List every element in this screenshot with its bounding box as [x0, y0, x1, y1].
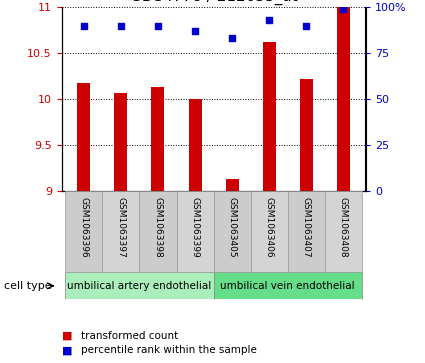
Text: ■: ■ [62, 345, 72, 355]
Text: GSM1063406: GSM1063406 [265, 197, 274, 258]
Point [118, 23, 125, 29]
Bar [65, 272, 213, 299]
Bar [325, 191, 362, 272]
Bar [263, 42, 276, 191]
Bar [226, 179, 238, 191]
Bar [65, 191, 102, 272]
Bar [213, 191, 251, 272]
Bar [251, 191, 288, 272]
Text: GSM1063397: GSM1063397 [116, 197, 125, 258]
Bar [288, 191, 325, 272]
Bar [189, 99, 201, 191]
Point [155, 23, 162, 29]
Point [80, 23, 87, 29]
Text: GSM1063407: GSM1063407 [302, 197, 311, 258]
Point [229, 36, 235, 41]
Bar [114, 93, 127, 191]
Text: umbilical vein endothelial: umbilical vein endothelial [221, 281, 355, 291]
Text: GSM1063399: GSM1063399 [190, 197, 199, 258]
Text: umbilical artery endothelial: umbilical artery endothelial [67, 281, 212, 291]
Bar [337, 7, 350, 191]
Bar [77, 83, 91, 191]
Point [192, 28, 198, 34]
Title: GDS4778 / 212635_at: GDS4778 / 212635_at [130, 0, 298, 4]
Bar [213, 272, 362, 299]
Bar [176, 191, 213, 272]
Point [303, 23, 309, 29]
Text: ■: ■ [62, 331, 72, 341]
Text: cell type: cell type [4, 281, 52, 291]
Text: GSM1063405: GSM1063405 [228, 197, 237, 258]
Text: percentile rank within the sample: percentile rank within the sample [81, 345, 257, 355]
Text: GSM1063398: GSM1063398 [153, 197, 162, 258]
Bar [151, 87, 164, 191]
Text: transformed count: transformed count [81, 331, 178, 341]
Text: GSM1063408: GSM1063408 [339, 197, 348, 258]
Point [340, 6, 347, 12]
Bar [139, 191, 176, 272]
Bar [102, 191, 139, 272]
Text: GSM1063396: GSM1063396 [79, 197, 88, 258]
Point [266, 17, 272, 23]
Bar [300, 79, 313, 191]
